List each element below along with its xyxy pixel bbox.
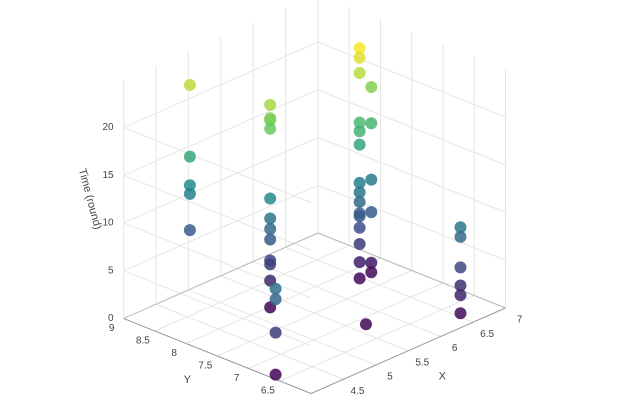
- z-tick-label: 10: [102, 218, 114, 229]
- point: [353, 138, 366, 151]
- axis-line: [123, 318, 312, 394]
- z-tick-label: 5: [108, 265, 114, 276]
- grid-line: [279, 295, 475, 382]
- point: [264, 212, 277, 225]
- point: [365, 117, 378, 130]
- axis-line: [310, 307, 506, 394]
- point: [264, 258, 277, 271]
- x-tick-label: 6.5: [480, 329, 494, 340]
- grid-line: [217, 270, 412, 357]
- point: [353, 272, 366, 285]
- point: [353, 51, 366, 64]
- point: [454, 261, 467, 274]
- point: [454, 307, 467, 320]
- grid-line: [123, 127, 312, 203]
- point: [264, 192, 277, 205]
- grid-line: [317, 41, 506, 118]
- point: [264, 114, 277, 127]
- point: [183, 78, 196, 91]
- axis-line: [317, 232, 506, 309]
- point: [269, 282, 282, 295]
- point: [264, 98, 277, 111]
- x-tick-label: 5.5: [415, 357, 429, 368]
- y-axis-title: Y: [184, 374, 192, 386]
- point: [454, 230, 467, 243]
- y-tick-label: 9: [109, 323, 115, 334]
- point: [183, 224, 196, 237]
- grid-line: [317, 89, 506, 166]
- x-tick-label: 6: [452, 343, 458, 354]
- grid-line: [154, 245, 350, 332]
- y-tick-label: 8: [171, 348, 177, 359]
- point: [183, 150, 196, 163]
- point: [353, 237, 366, 250]
- point: [353, 256, 366, 269]
- grid-line: [317, 137, 506, 213]
- x-tick-label: 7: [517, 315, 523, 326]
- point: [454, 279, 467, 292]
- point: [183, 179, 196, 192]
- point: [353, 186, 366, 199]
- grid-line: [317, 184, 506, 261]
- grid-line: [123, 137, 319, 224]
- point: [353, 176, 366, 189]
- point: [454, 289, 467, 302]
- point: [359, 318, 372, 331]
- point: [365, 80, 378, 93]
- point: [264, 122, 277, 135]
- point: [353, 210, 366, 223]
- axis-line: [123, 232, 319, 319]
- point: [365, 173, 378, 186]
- x-tick-label: 5: [387, 372, 393, 383]
- point: [353, 125, 366, 138]
- grid-line: [123, 270, 312, 347]
- z-tick-label: 15: [102, 170, 114, 181]
- grid-line: [123, 222, 312, 299]
- grid-line: [185, 257, 381, 344]
- y-tick-label: 7: [234, 373, 240, 384]
- point: [264, 223, 277, 236]
- x-tick-label: 4.5: [351, 386, 365, 397]
- point: [264, 233, 277, 246]
- grid-line: [123, 174, 312, 251]
- grid-line: [123, 41, 319, 128]
- point: [365, 266, 378, 279]
- y-tick-label: 8.5: [136, 336, 150, 347]
- z-tick-label: 0: [108, 313, 114, 324]
- point: [365, 206, 378, 219]
- point: [353, 195, 366, 208]
- z-axis-title: Time (round): [76, 167, 104, 231]
- x-axis-title: X: [439, 371, 447, 383]
- y-tick-label: 6.5: [261, 386, 275, 397]
- point: [353, 116, 366, 129]
- point: [269, 368, 282, 381]
- point: [353, 42, 366, 55]
- grid-line: [123, 89, 319, 176]
- grid-line: [248, 282, 444, 369]
- point: [269, 326, 282, 339]
- point: [353, 221, 366, 234]
- point: [454, 221, 467, 234]
- grid-line: [123, 184, 319, 272]
- point: [269, 293, 282, 306]
- point: [353, 67, 366, 80]
- point: [365, 256, 378, 269]
- y-tick-label: 7.5: [198, 361, 212, 372]
- point: [183, 187, 196, 200]
- z-tick-label: 20: [102, 122, 114, 133]
